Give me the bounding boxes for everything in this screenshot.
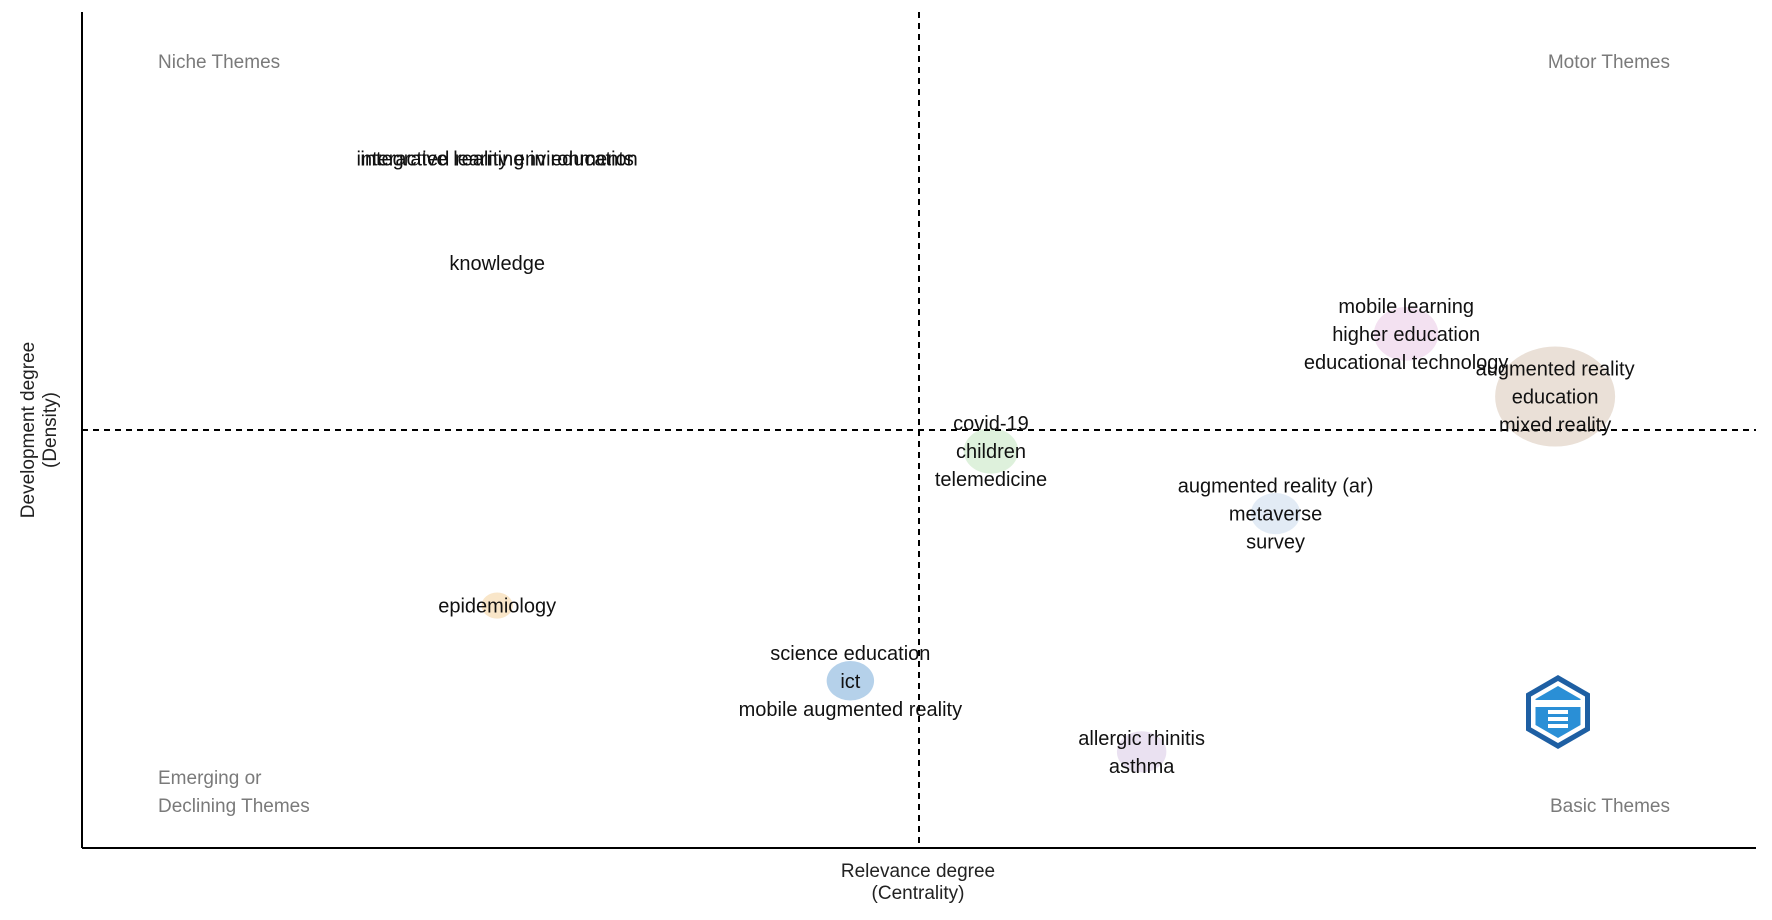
- quadrant-label-motor: Motor Themes: [1548, 52, 1670, 73]
- cluster-bubble: [1495, 346, 1616, 447]
- cluster-label: survey: [1246, 532, 1305, 554]
- cluster-label: telemedicine: [935, 469, 1047, 491]
- cluster-label: science education: [770, 643, 930, 665]
- cluster-label: interactive learning in education: [357, 148, 638, 170]
- cluster-label: ict: [840, 671, 860, 693]
- cluster-label: allergic rhinitis: [1078, 728, 1205, 750]
- cluster-bubble: [1250, 492, 1301, 535]
- quadrant-label-emerging-line2: Declining Themes: [158, 796, 310, 817]
- bubble-layer: [481, 306, 1616, 773]
- cluster-label: mobile learning: [1338, 296, 1474, 318]
- cluster-bubble: [963, 428, 1019, 474]
- cluster-label: metaverse: [1229, 504, 1322, 526]
- cluster-label: mobile augmented reality: [739, 699, 962, 721]
- y-axis-title-line1: Development degree: [18, 342, 39, 518]
- cluster-label: integrated reality environments: [360, 148, 633, 170]
- quadrant-label-basic: Basic Themes: [1550, 796, 1670, 817]
- cluster-label-layer: integrated reality environmentsinteracti…: [357, 148, 1635, 778]
- cluster-label: covid-19: [953, 413, 1029, 435]
- cluster-label: epidemiology: [438, 596, 556, 618]
- cluster-bubble: [1116, 731, 1167, 773]
- cluster-bubble: [826, 661, 875, 701]
- y-axis-title-line2: (Density): [40, 392, 61, 468]
- quadrant-label-emerging-line1: Emerging or: [158, 768, 262, 789]
- cluster-label: knowledge: [449, 253, 545, 275]
- cluster-label: augmented reality: [1476, 359, 1635, 381]
- cluster-label: augmented reality (ar): [1178, 476, 1374, 498]
- cluster-label: mixed reality: [1499, 415, 1611, 437]
- cluster-label: education: [1512, 387, 1599, 409]
- x-axis-title-line1: Relevance degree: [841, 861, 995, 882]
- cluster-label: educational technology: [1304, 352, 1509, 374]
- quadrant-label-niche: Niche Themes: [158, 52, 280, 73]
- cluster-label: higher education: [1332, 324, 1480, 346]
- cluster-label: asthma: [1109, 756, 1175, 778]
- cluster-label: children: [956, 441, 1026, 463]
- cluster-bubble: [481, 592, 513, 619]
- cluster-bubble: [1373, 306, 1439, 361]
- x-axis-title-line2: (Centrality): [872, 883, 965, 904]
- bibliometrix-logo: [1526, 675, 1590, 749]
